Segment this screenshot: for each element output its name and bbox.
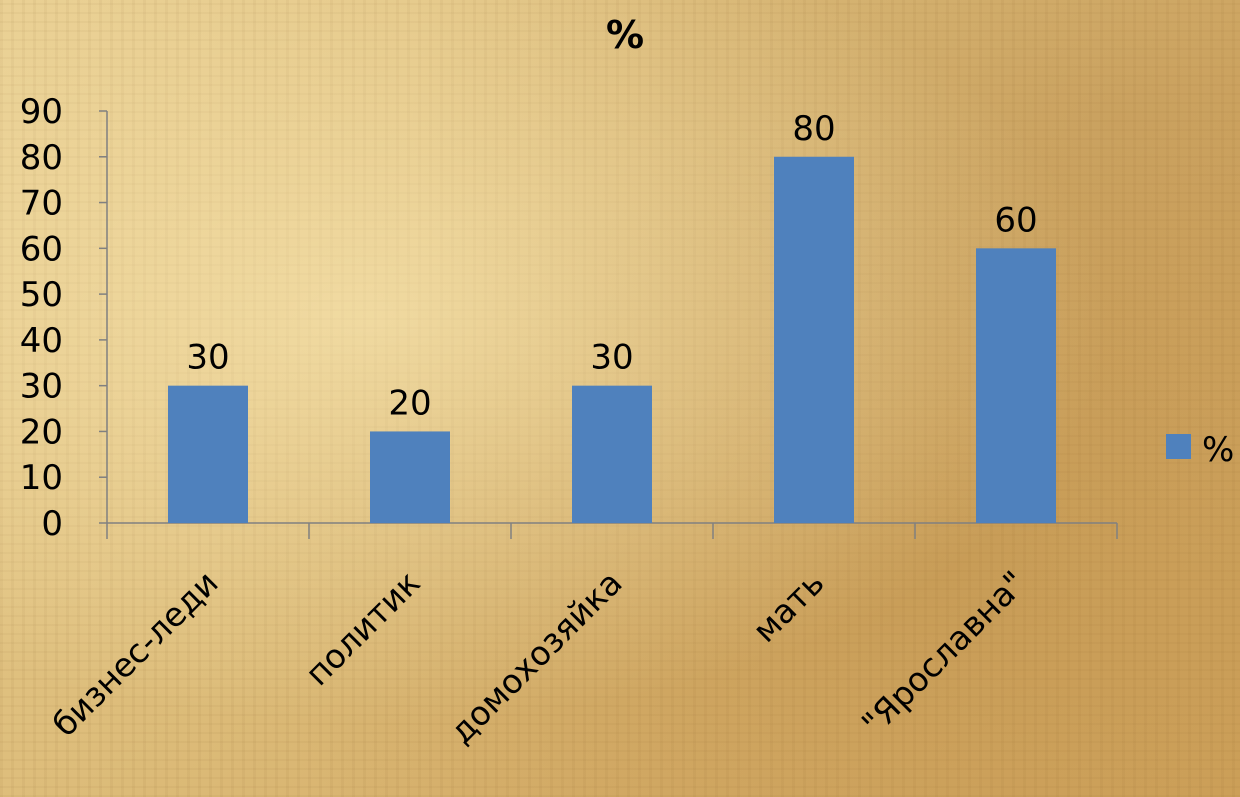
bar <box>168 385 248 523</box>
y-tick-label: 0 <box>41 504 63 544</box>
bar <box>572 385 652 523</box>
x-tick-label: "Ярославна" <box>854 563 1034 743</box>
bar <box>774 156 854 523</box>
data-label: 20 <box>388 383 431 423</box>
data-label: 30 <box>590 338 633 378</box>
bar <box>370 431 450 523</box>
legend-label: % <box>1202 430 1234 470</box>
y-tick-label: 60 <box>20 229 63 269</box>
data-label: 30 <box>186 338 229 378</box>
y-tick-label: 10 <box>20 458 63 498</box>
x-tick-label: мать <box>745 563 832 650</box>
y-tick-label: 40 <box>20 321 63 361</box>
y-axis: 0 10 20 30 40 50 60 70 80 90 <box>20 92 108 544</box>
y-tick-label: 50 <box>20 275 63 315</box>
y-tick-label: 70 <box>20 184 63 224</box>
x-axis <box>106 522 1118 539</box>
y-tick-label: 30 <box>20 367 63 407</box>
chart-title: % <box>606 13 644 57</box>
bar <box>976 248 1056 524</box>
legend-swatch <box>1166 434 1191 459</box>
y-tick-label: 80 <box>20 138 63 178</box>
y-tick-label: 20 <box>20 412 63 452</box>
x-tick-labels: бизнес-леди политик домохозяйка мать "Яросла… <box>45 563 1034 751</box>
x-tick-label: политик <box>298 563 428 693</box>
data-label: 60 <box>994 200 1037 240</box>
bars <box>168 156 1056 524</box>
data-labels: 30 20 30 80 60 <box>186 109 1037 424</box>
data-label: 80 <box>792 109 835 149</box>
y-tick-label: 90 <box>20 92 63 132</box>
x-tick-label: бизнес-леди <box>45 563 226 744</box>
legend: % <box>1166 430 1234 470</box>
x-tick-label: домохозяйка <box>442 563 630 751</box>
